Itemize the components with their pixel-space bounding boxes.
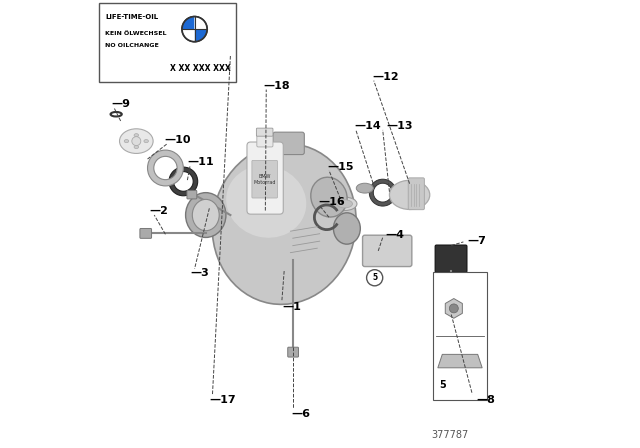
Text: 377787: 377787 — [431, 430, 468, 439]
Ellipse shape — [192, 199, 219, 231]
Ellipse shape — [389, 181, 430, 210]
Text: —9: —9 — [111, 99, 130, 109]
Text: —16: —16 — [319, 198, 346, 207]
Text: —3: —3 — [190, 268, 209, 278]
FancyBboxPatch shape — [187, 190, 197, 199]
FancyBboxPatch shape — [257, 133, 273, 147]
Text: —4: —4 — [385, 230, 404, 240]
FancyBboxPatch shape — [362, 235, 412, 267]
Text: LIFE-TIME-OIL: LIFE-TIME-OIL — [105, 14, 158, 20]
FancyBboxPatch shape — [408, 178, 424, 210]
FancyBboxPatch shape — [140, 228, 152, 238]
Text: BMW
Motorrad: BMW Motorrad — [253, 174, 276, 185]
Circle shape — [132, 137, 141, 146]
Wedge shape — [182, 29, 195, 41]
Text: —2: —2 — [150, 206, 168, 215]
Text: —11: —11 — [187, 157, 214, 167]
Text: —17: —17 — [209, 395, 236, 405]
FancyBboxPatch shape — [252, 160, 278, 198]
Text: —14: —14 — [355, 121, 381, 131]
FancyBboxPatch shape — [99, 3, 236, 82]
Text: KEIN ÖLWECHSEL: KEIN ÖLWECHSEL — [105, 31, 166, 36]
Text: 5: 5 — [440, 380, 446, 390]
Wedge shape — [182, 17, 195, 29]
Ellipse shape — [186, 193, 226, 237]
Ellipse shape — [134, 134, 139, 137]
Ellipse shape — [356, 183, 373, 193]
Text: X XX XXX XXX: X XX XXX XXX — [170, 64, 230, 73]
Text: —13: —13 — [387, 121, 413, 131]
Polygon shape — [438, 354, 482, 368]
Text: —15: —15 — [328, 162, 354, 172]
Text: —8: —8 — [476, 395, 495, 405]
Ellipse shape — [332, 197, 357, 211]
Text: 5: 5 — [372, 273, 377, 282]
Text: —12: —12 — [372, 72, 399, 82]
Text: —1: —1 — [282, 302, 301, 312]
Wedge shape — [195, 17, 207, 29]
FancyBboxPatch shape — [445, 311, 457, 321]
Wedge shape — [195, 29, 207, 41]
Ellipse shape — [333, 213, 360, 244]
FancyBboxPatch shape — [435, 245, 467, 272]
Circle shape — [367, 270, 383, 286]
Text: NO OILCHANGE: NO OILCHANGE — [105, 43, 159, 47]
Ellipse shape — [226, 165, 307, 238]
Ellipse shape — [212, 144, 356, 304]
Ellipse shape — [124, 140, 129, 142]
FancyBboxPatch shape — [257, 128, 273, 136]
Ellipse shape — [144, 140, 148, 142]
Circle shape — [449, 304, 458, 313]
FancyBboxPatch shape — [273, 132, 305, 155]
Ellipse shape — [134, 146, 139, 149]
Text: —10: —10 — [164, 135, 191, 145]
Ellipse shape — [311, 177, 347, 217]
Text: —18: —18 — [263, 81, 290, 91]
FancyBboxPatch shape — [247, 142, 284, 214]
Text: —6: —6 — [292, 409, 311, 418]
Ellipse shape — [120, 129, 153, 154]
Text: —7: —7 — [467, 236, 486, 246]
FancyBboxPatch shape — [288, 347, 298, 357]
FancyBboxPatch shape — [433, 272, 487, 400]
Ellipse shape — [337, 200, 353, 208]
